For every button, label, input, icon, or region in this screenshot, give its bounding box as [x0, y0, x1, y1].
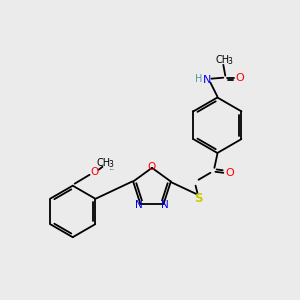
Text: O: O [90, 167, 99, 177]
Text: 3: 3 [108, 160, 113, 169]
Text: N: N [136, 200, 143, 210]
Text: S: S [194, 192, 203, 205]
Text: O: O [236, 73, 244, 83]
Text: N: N [203, 75, 212, 85]
Text: N: N [161, 200, 169, 210]
Text: O: O [148, 162, 156, 172]
Text: methyl: methyl [110, 169, 115, 170]
Text: CH: CH [215, 55, 230, 65]
Text: H: H [195, 74, 202, 84]
Text: 3: 3 [228, 57, 233, 66]
Text: CH: CH [96, 158, 110, 168]
Text: O: O [225, 168, 234, 178]
